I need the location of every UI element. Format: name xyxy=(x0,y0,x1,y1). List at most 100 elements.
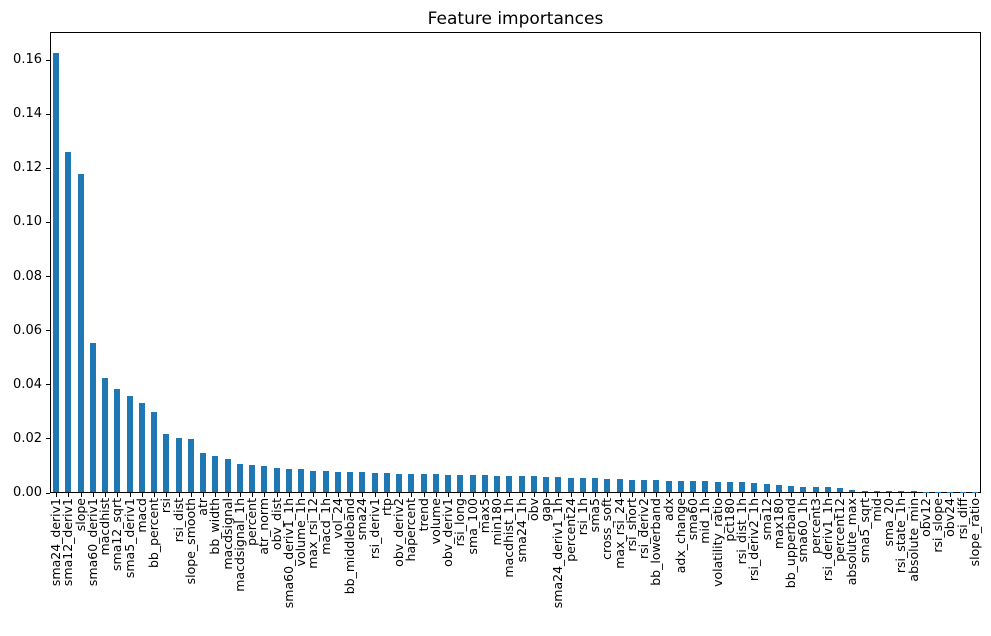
x-tick-mark xyxy=(288,493,290,497)
x-tick-mark xyxy=(423,493,425,497)
x-tick-mark xyxy=(166,493,168,497)
bar-max180 xyxy=(775,484,782,492)
bar-hapercent xyxy=(408,473,415,492)
y-tick-mark xyxy=(46,59,50,61)
bar-max5 xyxy=(481,475,488,492)
x-tick-mark xyxy=(337,493,339,497)
x-tick-mark xyxy=(546,493,548,497)
bar-volume_1h xyxy=(298,469,305,492)
x-tick-mark xyxy=(362,493,364,497)
bar-sma24 xyxy=(359,472,366,492)
x-tick-mark xyxy=(705,493,707,497)
x-tick-mark xyxy=(301,493,303,497)
y-tick-label: 0.06 xyxy=(13,322,42,338)
bar-macd xyxy=(138,403,145,492)
bar-rsi_state_1h xyxy=(898,491,905,492)
x-tick-mark xyxy=(472,493,474,497)
bar-rtp xyxy=(383,473,390,492)
bar-sma60_deriv1 xyxy=(89,343,96,492)
bar-slope xyxy=(77,173,84,492)
bar-sma5_deriv1 xyxy=(126,395,133,492)
x-tick-mark xyxy=(582,493,584,497)
x-tick-mark xyxy=(558,493,560,497)
x-tick-mark xyxy=(521,493,523,497)
x-tick-mark xyxy=(484,493,486,497)
bar-sma60 xyxy=(690,481,697,492)
x-tick-mark xyxy=(778,493,780,497)
bar-bb_lowerband xyxy=(653,480,660,492)
bar-obv_dist xyxy=(273,467,280,492)
bar-volume xyxy=(432,474,439,492)
x-tick-mark xyxy=(68,493,70,497)
x-tick-mark xyxy=(925,493,927,497)
x-tick-mark xyxy=(950,493,952,497)
y-tick-mark xyxy=(46,330,50,332)
y-tick-label: 0.10 xyxy=(13,214,42,230)
x-tick-mark xyxy=(509,493,511,497)
x-tick-mark xyxy=(631,493,633,497)
x-tick-mark xyxy=(913,493,915,497)
x-tick-mark xyxy=(742,493,744,497)
x-tick-mark xyxy=(239,493,241,497)
bar-macdsignal xyxy=(224,458,231,492)
x-tick-mark xyxy=(962,493,964,497)
x-tick-mark xyxy=(497,493,499,497)
x-tick-mark xyxy=(203,493,205,497)
bar-max_rsi_24 xyxy=(616,479,623,492)
y-tick-mark xyxy=(46,167,50,169)
x-tick-mark xyxy=(411,493,413,497)
bar-rsi_deriv1_1h xyxy=(824,487,831,492)
bar-percent24 xyxy=(567,477,574,492)
bar-bb_width xyxy=(212,456,219,492)
bar-sma24_1h xyxy=(518,476,525,492)
x-tick-mark xyxy=(117,493,119,497)
bar-adx xyxy=(665,480,672,492)
bar-bb_upperband xyxy=(788,486,795,492)
x-tick-mark xyxy=(815,493,817,497)
x-tick-mark xyxy=(864,493,866,497)
bar-volatility_ratio xyxy=(714,481,721,492)
y-tick-mark xyxy=(46,276,50,278)
x-tick-mark xyxy=(435,493,437,497)
bar-atr_norm xyxy=(261,465,268,492)
x-tick-mark xyxy=(644,493,646,497)
x-tick-mark xyxy=(80,493,82,497)
bar-percent3 xyxy=(812,486,819,492)
y-tick-mark xyxy=(46,113,50,115)
bar-sma24_deriv1_1h xyxy=(555,476,562,492)
bar-macdsignal_1h xyxy=(236,464,243,492)
x-tick-mark xyxy=(876,493,878,497)
y-tick-label: 0.00 xyxy=(13,485,42,500)
bar-obv_deriv1 xyxy=(445,474,452,492)
bar-macdhist_1h xyxy=(506,475,513,492)
bar-sma12_deriv1 xyxy=(65,152,72,492)
x-tick-mark xyxy=(215,493,217,497)
bar-gap xyxy=(543,476,550,492)
x-tick-mark xyxy=(889,493,891,497)
bar-min180 xyxy=(494,475,501,492)
y-tick-mark xyxy=(46,384,50,386)
bar-absolute_max xyxy=(849,489,856,492)
bar-mid_1h xyxy=(702,481,709,492)
bar-sma_20 xyxy=(886,491,893,492)
x-tick-mark xyxy=(656,493,658,497)
bar-sma12 xyxy=(763,483,770,492)
x-tick-mark xyxy=(754,493,756,497)
x-tick-mark xyxy=(178,493,180,497)
x-tick-mark xyxy=(448,493,450,497)
x-tick-mark xyxy=(264,493,266,497)
x-tick-mark xyxy=(803,493,805,497)
y-tick-label: 0.14 xyxy=(13,106,42,122)
y-tick-mark xyxy=(46,221,50,223)
bar-atr xyxy=(200,452,207,492)
x-tick-mark xyxy=(105,493,107,497)
x-tick-mark xyxy=(325,493,327,497)
x-tick-mark xyxy=(386,493,388,497)
bar-percent12 xyxy=(837,487,844,492)
x-tick-mark xyxy=(190,493,192,497)
y-tick-mark xyxy=(46,492,50,494)
x-tick-label: slope_ratio xyxy=(966,498,982,567)
x-tick-mark xyxy=(901,493,903,497)
bar-obv_deriv2 xyxy=(396,473,403,492)
